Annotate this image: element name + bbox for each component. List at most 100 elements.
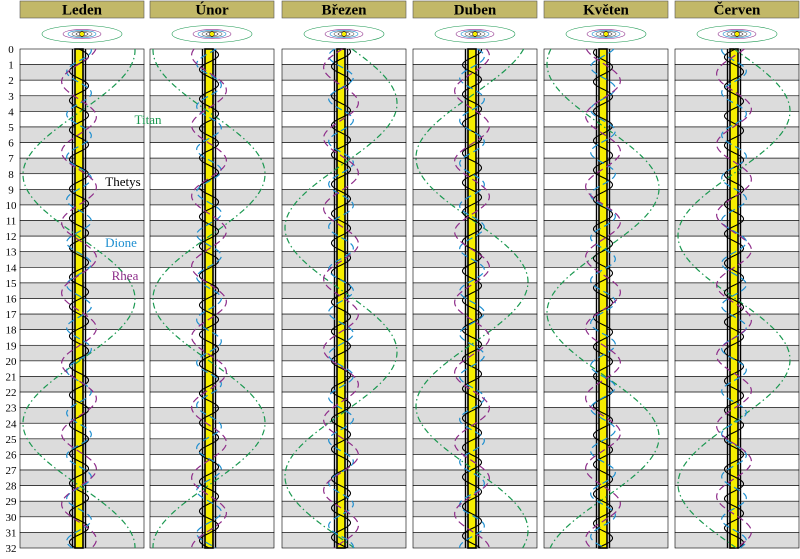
- series-dione-curve: [196, 48, 222, 549]
- planet-icon: [603, 31, 609, 37]
- saturn-band: [467, 48, 477, 549]
- thetys-orbit-ring: [333, 30, 355, 38]
- orbit-diagram-icon: [303, 25, 385, 43]
- series-rhea-curve: [585, 48, 621, 549]
- rhea-orbit-ring: [324, 29, 364, 39]
- dione-orbit-ring: [591, 30, 621, 38]
- orbit-diagram-icon: [41, 25, 123, 43]
- day-tick-label: 12: [6, 231, 17, 243]
- series-titan-curve: [284, 48, 398, 549]
- day-tick-label: 3: [8, 91, 14, 103]
- series-dione-curve: [66, 48, 92, 549]
- titan-orbit-ring: [434, 25, 516, 43]
- thetys-orbit-ring: [726, 30, 748, 38]
- series-dione-curve: [459, 48, 485, 549]
- titan-orbit-ring: [696, 25, 778, 43]
- day-tick-label: 27: [6, 465, 18, 477]
- panel-header-box: [674, 0, 800, 19]
- series-titan-curve: [415, 48, 529, 549]
- series-titan-curve: [546, 48, 660, 549]
- rhea-orbit-ring: [192, 29, 232, 39]
- panel-header-label: Duben: [454, 3, 497, 19]
- day-tick-label: 16: [6, 294, 18, 306]
- legend-label: Thetys: [105, 174, 140, 189]
- rhea-orbit-ring: [717, 29, 757, 39]
- series-thetys-curve: [461, 48, 483, 549]
- dione-orbit-ring: [460, 30, 490, 38]
- day-tick-label: 28: [6, 481, 18, 493]
- day-tick-label: 13: [6, 247, 18, 259]
- series-rhea-curve: [716, 48, 752, 549]
- legend-label: Rhea: [112, 268, 139, 283]
- day-tick-label: 24: [6, 418, 18, 430]
- day-tick-label: 5: [8, 122, 14, 134]
- panel-curves: [152, 48, 266, 549]
- series-thetys-curve: [198, 48, 220, 549]
- day-tick-label: 26: [6, 449, 18, 461]
- day-tick-label: 9: [8, 184, 14, 196]
- panel-header-box: [281, 0, 407, 19]
- panel-curves: [22, 48, 136, 549]
- orbit-diagram-icon: [565, 25, 647, 43]
- panel-header-box: [149, 0, 275, 19]
- panel-header-label: Červen: [714, 2, 761, 19]
- planet-icon: [341, 31, 347, 37]
- thetys-orbit-ring: [201, 30, 223, 38]
- panel-header-label: Březen: [322, 3, 368, 19]
- legend-label: Dione: [105, 235, 137, 250]
- panel-header-label: Únor: [195, 2, 229, 19]
- thetys-orbit-ring: [595, 30, 617, 38]
- panel-header-box: [412, 0, 538, 19]
- series-dione-curve: [328, 48, 354, 549]
- panel-curves: [415, 48, 529, 549]
- titan-orbit-ring: [303, 25, 385, 43]
- series-titan-curve: [677, 48, 791, 549]
- day-tick-label: 31: [6, 527, 17, 539]
- planet-icon: [734, 31, 740, 37]
- legend-label: Titan: [135, 112, 162, 127]
- series-thetys-curve: [723, 48, 745, 549]
- day-tick-label: 6: [8, 138, 14, 150]
- orbit-diagram-icon: [696, 25, 778, 43]
- rhea-orbit-ring: [62, 29, 102, 39]
- planet-icon: [209, 31, 215, 37]
- panel-curves: [284, 48, 398, 549]
- series-dione-curve: [721, 48, 747, 549]
- day-tick-label: 15: [6, 278, 18, 290]
- thetys-orbit-ring: [464, 30, 486, 38]
- day-tick-label: 32: [6, 543, 17, 554]
- day-tick-label: 0: [8, 44, 14, 56]
- day-tick-label: 8: [8, 169, 14, 181]
- dione-orbit-ring: [67, 30, 97, 38]
- series-thetys-curve: [68, 48, 90, 549]
- day-tick-label: 22: [6, 387, 17, 399]
- day-tick-label: 14: [6, 262, 18, 274]
- day-tick-label: 1: [8, 60, 14, 72]
- panel-curves: [677, 48, 791, 549]
- day-tick-label: 7: [8, 153, 14, 165]
- panel-header-label: Leden: [62, 3, 103, 19]
- series-rhea-curve: [454, 48, 490, 549]
- dione-orbit-ring: [197, 30, 227, 38]
- series-thetys-curve: [592, 48, 614, 549]
- planet-icon: [79, 31, 85, 37]
- day-tick-label: 25: [6, 434, 18, 446]
- series-rhea-curve: [323, 48, 359, 549]
- day-tick-label: 23: [6, 403, 18, 415]
- day-tick-label: 2: [8, 75, 14, 87]
- day-tick-label: 19: [6, 340, 18, 352]
- day-tick-label: 21: [6, 371, 17, 383]
- day-tick-label: 17: [6, 309, 18, 321]
- day-tick-label: 11: [6, 216, 17, 228]
- rhea-orbit-ring: [586, 29, 626, 39]
- day-tick-label: 20: [6, 356, 18, 368]
- series-dione-curve: [590, 48, 616, 549]
- day-tick-label: 18: [6, 325, 18, 337]
- series-titan-curve: [152, 48, 266, 549]
- series-rhea-curve: [61, 48, 97, 549]
- day-tick-label: 30: [6, 512, 18, 524]
- orbit-diagram-icon: [171, 25, 253, 43]
- series-rhea-curve: [191, 48, 227, 549]
- series-titan-curve: [22, 48, 136, 548]
- planet-icon: [472, 31, 478, 37]
